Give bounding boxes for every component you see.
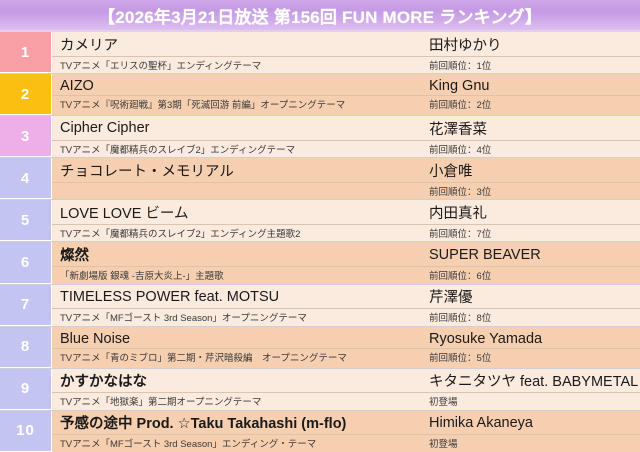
row-primary-line: 燦然 SUPER BEAVER: [52, 242, 640, 266]
artist-name: SUPER BEAVER: [429, 246, 541, 263]
song-subtitle: [52, 190, 421, 193]
row-secondary-line: TVアニメ『呪術廻戦』第3期「死滅回游 前編」オープニングテーマ 前回順位：2位: [52, 95, 640, 113]
table-row[interactable]: 2 AIZO King Gnu TVアニメ『呪術廻戦』第3期「死滅回游 前編」オ…: [0, 74, 640, 117]
previous-rank: 前回順位：2位: [429, 100, 492, 112]
row-content: Blue Noise Ryosuke Yamada TVアニメ「青のミブロ」第二…: [52, 327, 640, 368]
rank-number-4: 4: [0, 158, 52, 200]
song-title: カメリア: [60, 37, 118, 54]
row-content: カメリア 田村ゆかり TVアニメ「エリスの聖杯」エンディングテーマ 前回順位：1…: [52, 32, 640, 73]
rank-number-5: 5: [0, 200, 52, 242]
rank-number-10: 10: [0, 410, 52, 452]
artist-name: キタニタツヤ feat. BABYMETAL: [429, 374, 639, 391]
song-title: Cipher Cipher: [60, 120, 150, 137]
artist-name: Himika Akaneya: [429, 414, 533, 431]
song-title: 燦然: [60, 248, 89, 265]
row-primary-line: AIZO King Gnu: [52, 76, 640, 95]
previous-rank: 前回順位：5位: [429, 352, 492, 364]
row-secondary-line: TVアニメ「魔都精兵のスレイブ2」エンディングテーマ 前回順位：4位: [52, 139, 640, 158]
artist-name: King Gnu: [429, 78, 490, 95]
rank-number-9: 9: [0, 368, 52, 410]
table-row[interactable]: 1 カメリア 田村ゆかり TVアニメ「エリスの聖杯」エンディングテーマ 前回順位…: [0, 32, 640, 75]
previous-rank: 前回順位：7位: [429, 228, 492, 240]
previous-rank: 初登場: [429, 439, 458, 451]
previous-rank: 前回順位：8位: [429, 313, 492, 325]
row-primary-line: チョコレート・メモリアル 小倉唯: [52, 158, 640, 182]
row-secondary-line: TVアニメ「エリスの聖杯」エンディングテーマ 前回順位：1位: [52, 55, 640, 74]
previous-rank: 前回順位：6位: [429, 271, 492, 283]
row-content: LOVE LOVE ビーム 内田真礼 TVアニメ「魔都精兵のスレイブ2」エンディ…: [52, 200, 640, 241]
row-secondary-line: 前回順位：3位: [52, 181, 640, 200]
table-row[interactable]: 6 燦然 SUPER BEAVER 「新劇場版 銀魂 -吉原大炎上-」主題歌 前…: [0, 242, 640, 285]
artist-name: 花澤香菜: [429, 121, 487, 138]
page-header-banner: 【2026年3月21日放送 第156回 FUN MORE ランキング】: [0, 0, 640, 31]
table-row[interactable]: 4 チョコレート・メモリアル 小倉唯 前回順位：3位: [0, 158, 640, 201]
row-content: TIMELESS POWER feat. MOTSU 芹澤優 TVアニメ「MFゴ…: [52, 285, 640, 326]
row-primary-line: Cipher Cipher 花澤香菜: [52, 116, 640, 140]
rank-number-8: 8: [0, 326, 52, 368]
row-content: かすかなはな キタニタツヤ feat. BABYMETAL TVアニメ「地獄楽」…: [52, 369, 640, 410]
song-title: かすかなはな: [60, 374, 147, 391]
previous-rank: 前回順位：3位: [429, 186, 492, 198]
song-subtitle: TVアニメ「MFゴースト 3rd Season」オープニングテーマ: [60, 313, 307, 325]
song-title: TIMELESS POWER feat. MOTSU: [60, 288, 280, 305]
artist-name: 内田真礼: [429, 205, 487, 222]
rank-number-7: 7: [0, 284, 52, 326]
artist-name: 芹澤優: [429, 290, 473, 307]
song-subtitle: 「新劇場版 銀魂 -吉原大炎上-」主題歌: [60, 271, 224, 283]
row-secondary-line: TVアニメ「地獄楽」第二期オープニングテーマ 初登場: [52, 392, 640, 410]
table-row[interactable]: 5 LOVE LOVE ビーム 内田真礼 TVアニメ「魔都精兵のスレイブ2」エン…: [0, 200, 640, 243]
song-title: チョコレート・メモリアル: [60, 163, 234, 180]
previous-rank: 初登場: [429, 397, 458, 409]
song-subtitle: TVアニメ「MFゴースト 3rd Season」エンディング・テーマ: [60, 439, 317, 451]
song-subtitle: TVアニメ「エリスの聖杯」エンディングテーマ: [60, 60, 262, 72]
artist-name: 田村ゆかり: [429, 37, 502, 54]
ranking-table: 1 カメリア 田村ゆかり TVアニメ「エリスの聖杯」エンディングテーマ 前回順位…: [0, 31, 640, 452]
page-title: 【2026年3月21日放送 第156回 FUN MORE ランキング】: [98, 7, 542, 27]
previous-rank: 前回順位：1位: [429, 60, 492, 72]
artist-name: 小倉唯: [429, 163, 473, 180]
row-content: Cipher Cipher 花澤香菜 TVアニメ「魔都精兵のスレイブ2」エンディ…: [52, 116, 640, 157]
song-title: Blue Noise: [60, 330, 131, 347]
row-primary-line: カメリア 田村ゆかり: [52, 32, 640, 56]
song-title: LOVE LOVE ビーム: [60, 205, 189, 222]
row-content: AIZO King Gnu TVアニメ『呪術廻戦』第3期「死滅回游 前編」オープ…: [52, 74, 640, 115]
rank-number-1: 1: [0, 32, 52, 74]
song-subtitle: TVアニメ「魔都精兵のスレイブ2」エンディング主題歌2: [60, 228, 301, 240]
row-primary-line: LOVE LOVE ビーム 内田真礼: [52, 200, 640, 224]
song-subtitle: TVアニメ「青のミブロ」第二期・芹沢暗殺編 オープニングテーマ: [60, 352, 347, 364]
table-row[interactable]: 8 Blue Noise Ryosuke Yamada TVアニメ「青のミブロ」…: [0, 326, 640, 369]
row-primary-line: TIMELESS POWER feat. MOTSU 芹澤優: [52, 284, 640, 308]
rank-number-2: 2: [0, 74, 52, 116]
row-secondary-line: 「新劇場版 銀魂 -吉原大炎上-」主題歌 前回順位：6位: [52, 266, 640, 284]
row-primary-line: かすかなはな キタニタツヤ feat. BABYMETAL: [52, 368, 640, 392]
row-secondary-line: TVアニメ「MFゴースト 3rd Season」オープニングテーマ 前回順位：8…: [52, 308, 640, 326]
table-row[interactable]: 10 予感の途中 Prod. ☆Taku Takahashi (m-flo) H…: [0, 410, 640, 452]
previous-rank: 前回順位：4位: [429, 144, 492, 156]
row-content: 予感の途中 Prod. ☆Taku Takahashi (m-flo) Himi…: [52, 411, 640, 452]
song-subtitle: TVアニメ「魔都精兵のスレイブ2」エンディングテーマ: [60, 144, 296, 156]
row-primary-line: Blue Noise Ryosuke Yamada: [52, 329, 640, 348]
song-title: 予感の途中 Prod. ☆Taku Takahashi (m-flo): [60, 416, 347, 433]
row-secondary-line: TVアニメ「MFゴースト 3rd Season」エンディング・テーマ 初登場: [52, 434, 640, 452]
row-secondary-line: TVアニメ「青のミブロ」第二期・芹沢暗殺編 オープニングテーマ 前回順位：5位: [52, 347, 640, 366]
row-primary-line: 予感の途中 Prod. ☆Taku Takahashi (m-flo) Himi…: [52, 410, 640, 434]
table-row[interactable]: 9 かすかなはな キタニタツヤ feat. BABYMETAL TVアニメ「地獄…: [0, 368, 640, 411]
row-content: チョコレート・メモリアル 小倉唯 前回順位：3位: [52, 158, 640, 199]
table-row[interactable]: 3 Cipher Cipher 花澤香菜 TVアニメ「魔都精兵のスレイブ2」エン…: [0, 116, 640, 159]
artist-name: Ryosuke Yamada: [429, 330, 543, 347]
song-subtitle: TVアニメ『呪術廻戦』第3期「死滅回游 前編」オープニングテーマ: [60, 100, 346, 112]
rank-number-6: 6: [0, 242, 52, 284]
song-subtitle: TVアニメ「地獄楽」第二期オープニングテーマ: [60, 397, 262, 409]
song-title: AIZO: [60, 78, 94, 95]
row-secondary-line: TVアニメ「魔都精兵のスレイブ2」エンディング主題歌2 前回順位：7位: [52, 223, 640, 242]
row-content: 燦然 SUPER BEAVER 「新劇場版 銀魂 -吉原大炎上-」主題歌 前回順…: [52, 242, 640, 283]
table-row[interactable]: 7 TIMELESS POWER feat. MOTSU 芹澤優 TVアニメ「M…: [0, 284, 640, 327]
rank-number-3: 3: [0, 116, 52, 158]
